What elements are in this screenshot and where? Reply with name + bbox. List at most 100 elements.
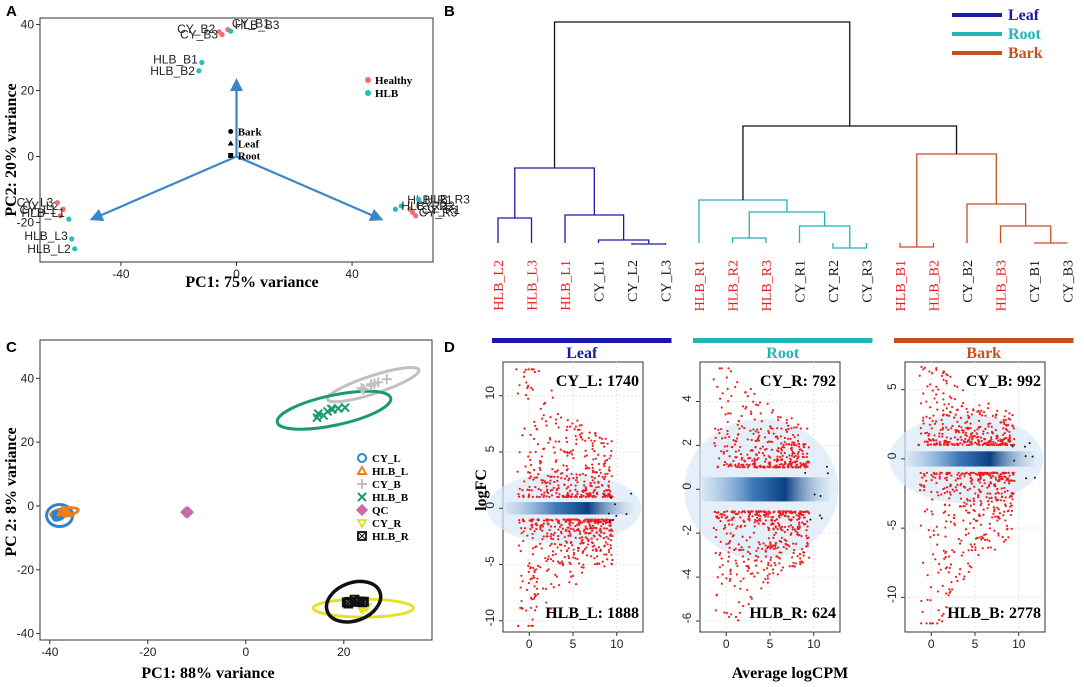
panel-d-de-point [714,552,717,555]
panel-d-de-point [769,425,772,428]
panel-d-count-bg [565,370,639,390]
panel-d-de-point [525,588,529,591]
panel-d-de-point [954,430,958,434]
panel-d-de-point [802,462,805,465]
panel-d-de-point [952,516,956,520]
panel-d-de-point [920,599,923,603]
panel-d-de-point [780,536,783,539]
panel-d-de-point [942,392,945,395]
panel-d-de-point [977,494,980,497]
panel-d-de-point [994,478,998,481]
panel-d-de-point [999,499,1003,502]
panel-d-de-point [734,463,737,466]
panel-d-de-point [586,466,589,469]
panel-d-ns-point [1031,455,1034,458]
panel-d-de-point [989,546,992,549]
panel-d-de-point [953,513,956,517]
panel-d-de-point [769,541,772,544]
panel-d-de-point [749,410,753,413]
panel-d-de-point [787,427,790,431]
panel-d-de-point [967,570,970,574]
panel-d-de-point [576,490,579,493]
panel-d-de-point [529,606,533,610]
panel-d-de-point [548,436,552,440]
panel-d-de-point [764,519,767,522]
panel-d-de-point [527,455,530,458]
panel-d-de-point [753,525,756,528]
panel-d-de-point [930,510,933,513]
panel-a-point-label-hlb_l3: HLB_L3 [24,229,68,243]
panel-d-de-point [951,406,954,409]
panel-d-de-point [588,431,591,434]
panel-d-de-point [762,581,765,584]
panel-d-de-point [535,568,538,571]
panel-d-de-point [728,435,731,439]
panel-d-de-point [720,367,723,370]
panel-d-de-point [946,486,949,489]
panel-d-de-point [1010,492,1013,495]
panel-d-de-point [796,439,799,442]
panel-a-point-hlb_b1 [199,59,205,66]
panel-b-legend-label-leaf: Leaf [1008,7,1040,24]
panel-d-de-point [527,471,530,474]
panel-d-de-point [943,491,946,495]
panel-d-de-point [994,416,997,419]
panel-letter-b: B [444,3,455,20]
panel-d-de-point [985,495,988,499]
panel-d-de-point [542,447,545,451]
panel-d-de-point [552,559,555,563]
panel-d-de-point [523,480,526,483]
panel-b-leaf-hlb_b3: HLB_B3 [995,260,1010,311]
panel-d-de-point [749,595,752,598]
panel-d-de-point [1004,538,1007,542]
panel-d-de-point [798,525,801,528]
panel-d-de-point [738,427,741,430]
panel-d-de-point [942,487,945,491]
panel-d-de-point [547,555,550,558]
panel-d-de-point [990,496,993,499]
panel-d-de-point [729,568,732,571]
panel-d-de-point [976,519,979,522]
panel-d-ns-point [1024,455,1027,458]
panel-d-de-point [933,434,936,437]
panel-b-link [798,225,851,248]
panel-d-de-point [719,540,722,543]
panel-d-de-point [770,519,773,522]
panel-d-de-point [964,528,968,531]
panel-d-de-point [769,547,772,550]
panel-d-de-point [595,486,598,489]
panel-d-de-point [569,541,572,545]
panel-d-de-point [728,541,731,544]
panel-d-count-bg [553,602,639,622]
panel-d-de-point [940,418,943,422]
panel-d-de-point [797,450,800,454]
panel-d-de-point [1009,443,1013,446]
panel-d-de-point [996,436,999,440]
panel-d-de-point [552,486,555,490]
panel-d-de-point [956,477,959,480]
panel-d-de-point [971,437,974,441]
panel-d-de-point [988,527,992,530]
panel-d-de-point [943,443,946,446]
panel-d-de-point [569,532,572,535]
panel-d-de-point [754,513,757,516]
panel-d-de-point [931,389,934,392]
panel-d-de-point [938,473,941,476]
panel-d-de-point [1001,478,1004,481]
panel-d-de-point [747,464,751,467]
panel-d-de-point [778,525,781,528]
panel-d-de-point [523,427,526,430]
panel-d-de-point [920,622,923,625]
panel-d-de-point [531,618,534,621]
panel-d-de-point [776,527,779,531]
panel-d-de-point [756,547,760,550]
panel-d-de-point [940,374,944,377]
panel-d-de-point [785,430,789,433]
panel-d-de-point [591,447,594,451]
panel-d-de-point [930,427,933,430]
panel-d-de-point [756,516,759,519]
panel-d-de-point [986,507,989,510]
panel-c-xtick-label-1: -20 [139,645,157,659]
panel-d-de-point [530,463,533,467]
panel-d-de-point [731,510,734,514]
